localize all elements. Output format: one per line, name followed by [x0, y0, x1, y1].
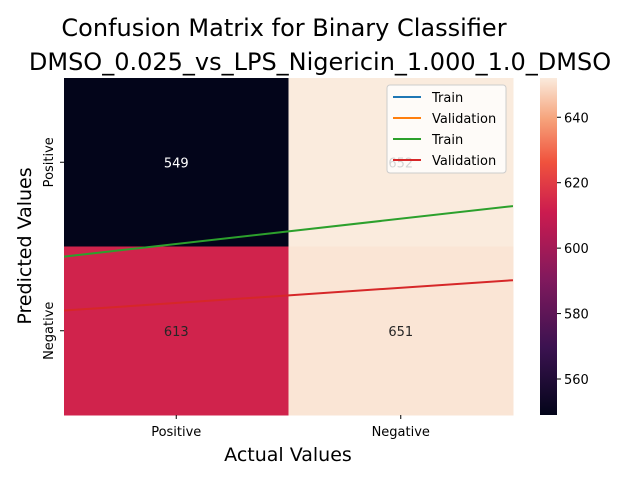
colorbar	[540, 78, 557, 415]
cell-value-label: 651	[388, 325, 413, 340]
y-tick-label: Positive	[42, 137, 57, 187]
legend-entry-label: Validation	[432, 154, 496, 169]
x-axis-ticks: Positive Negative	[151, 415, 430, 440]
x-axis-label: Actual Values	[224, 444, 352, 466]
colorbar-tick-label: 600	[564, 242, 589, 257]
y-axis-ticks: Positive Negative	[42, 137, 64, 360]
colorbar-tick-label: 560	[564, 373, 589, 388]
overlay-line	[64, 279, 513, 312]
overlay-lines	[64, 205, 513, 312]
colorbar-ticks: 560 580 600 620 640	[557, 111, 589, 388]
legend-frame	[386, 84, 507, 174]
cell-value-label: 613	[164, 325, 189, 340]
legend-entry-label: Train	[431, 91, 463, 106]
legend-entry-label: Validation	[432, 112, 496, 127]
y-axis-label: Predicted Values	[14, 167, 36, 324]
heatmap-cell	[64, 78, 289, 247]
colorbar-tick-label: 620	[564, 177, 589, 192]
heatmap-cell	[288, 246, 514, 416]
colorbar-tick-label: 580	[564, 308, 589, 323]
chart-title-line1: Confusion Matrix for Binary Classifier	[61, 14, 506, 42]
chart-title-line2: DMSO_0.025_vs_LPS_Nigericin_1.000_1.0_DM…	[29, 48, 611, 76]
cell-value-label: 549	[164, 156, 189, 171]
legend-entry-label: Train	[431, 133, 463, 148]
x-tick-label: Negative	[372, 425, 430, 440]
legend: Train Validation Train Validation	[386, 84, 507, 174]
heatmap-cell	[64, 246, 289, 416]
overlay-line	[64, 205, 513, 258]
colorbar-tick-label: 640	[564, 111, 589, 126]
y-tick-label: Negative	[42, 302, 57, 360]
x-tick-label: Positive	[151, 425, 201, 440]
